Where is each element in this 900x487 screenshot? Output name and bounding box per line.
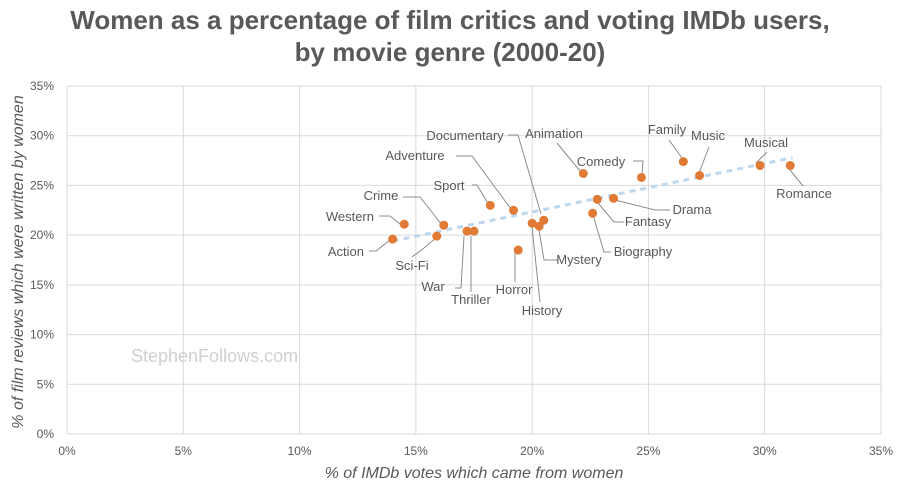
point-label-crime: Crime — [364, 188, 399, 203]
y-tick-label: 30% — [30, 129, 54, 143]
data-point-romance — [785, 161, 795, 171]
point-label-thriller: Thriller — [451, 292, 491, 307]
point-label-history: History — [522, 303, 563, 318]
point-label-western: Western — [326, 209, 374, 224]
leader-line — [369, 239, 391, 252]
gridlines — [66, 85, 882, 435]
point-label-sport: Sport — [433, 178, 464, 193]
point-label-biography: Biography — [614, 244, 673, 259]
y-tick-label: 25% — [30, 178, 54, 192]
x-tick-label: 0% — [58, 444, 76, 458]
data-point-music — [695, 170, 705, 180]
leader-line — [592, 214, 611, 253]
y-tick-label: 5% — [37, 377, 55, 391]
leader-line — [472, 184, 490, 206]
point-label-animation: Animation — [525, 126, 583, 141]
data-point-comedy — [636, 172, 646, 182]
data-point-western — [399, 219, 409, 229]
data-point-thriller — [469, 226, 479, 236]
leader-line — [614, 199, 670, 211]
chart-title-line-1: Women as a percentage of film critics an… — [70, 5, 830, 35]
y-tick-label: 10% — [30, 328, 54, 342]
data-point-adventure — [509, 205, 519, 215]
point-label-documentary: Documentary — [426, 128, 504, 143]
point-label-sci-fi: Sci-Fi — [395, 258, 428, 273]
point-label-fantasy: Fantasy — [625, 214, 672, 229]
x-tick-label: 25% — [636, 444, 660, 458]
watermark: StephenFollows.com — [131, 346, 298, 366]
x-axis-label: % of IMDb votes which came from women — [325, 465, 624, 482]
trendline — [392, 156, 793, 243]
data-point-fantasy — [592, 194, 602, 204]
x-tick-label: 30% — [753, 444, 777, 458]
point-label-adventure: Adventure — [385, 148, 444, 163]
leader-line — [789, 169, 804, 187]
x-tick-label: 35% — [869, 444, 893, 458]
data-point-history — [527, 218, 537, 228]
leader-line — [538, 229, 558, 261]
y-tick-label: 0% — [37, 427, 55, 441]
data-point-animation — [578, 168, 588, 178]
chart-title-line-2: by movie genre (2000-20) — [294, 37, 606, 67]
point-label-mystery: Mystery — [556, 252, 602, 267]
data-point-war — [462, 226, 472, 236]
point-label-romance: Romance — [776, 186, 832, 201]
leader-line — [411, 236, 438, 258]
leader-line — [508, 134, 542, 215]
y-tick-label: 15% — [30, 278, 54, 292]
chart-title: Women as a percentage of film critics an… — [0, 4, 900, 68]
leader-line — [698, 146, 710, 174]
label-leader-lines — [369, 134, 804, 303]
axis-ticks: 0% 5% 10% 15% 20% 25% 30% 35% 0% 5% 10% 15% 20% 25% 30… — [30, 79, 893, 458]
point-label-drama: Drama — [672, 202, 712, 217]
point-label-comedy: Comedy — [577, 154, 626, 169]
y-tick-label: 20% — [30, 228, 54, 242]
point-label-family: Family — [648, 122, 687, 137]
point-label-horror: Horror — [496, 282, 534, 297]
leader-line — [668, 139, 683, 159]
data-point-family — [678, 157, 688, 167]
data-points — [388, 157, 795, 255]
trendline-layer — [392, 156, 793, 243]
y-tick-label: 35% — [30, 79, 54, 93]
data-point-crime — [439, 220, 449, 230]
data-point-action — [388, 234, 398, 244]
leader-line — [556, 142, 581, 172]
data-point-sport — [485, 200, 495, 210]
data-point-musical — [755, 161, 765, 171]
leader-line — [403, 196, 443, 226]
leader-line — [633, 160, 644, 178]
data-point-sci-fi — [432, 231, 442, 241]
x-tick-label: 10% — [288, 444, 312, 458]
y-axis-label: % of film reviews which were written by … — [10, 95, 27, 429]
leader-line — [755, 151, 768, 164]
leader-line — [456, 155, 512, 210]
leader-line — [597, 202, 624, 223]
leader-line — [531, 226, 541, 303]
leader-line — [455, 235, 465, 289]
data-point-biography — [588, 208, 598, 218]
x-tick-label: 20% — [520, 444, 544, 458]
data-point-drama — [609, 193, 619, 203]
point-label-music: Music — [691, 128, 725, 143]
point-label-musical: Musical — [744, 135, 788, 150]
x-tick-label: 15% — [404, 444, 428, 458]
data-point-documentary — [539, 215, 549, 225]
point-labels: Action Western Sci-Fi Crime War Thriller Sport… — [326, 122, 832, 318]
leader-line — [379, 215, 401, 225]
point-label-war: War — [421, 279, 445, 294]
point-label-action: Action — [328, 244, 364, 259]
x-tick-label: 5% — [175, 444, 193, 458]
data-point-horror — [513, 245, 523, 255]
